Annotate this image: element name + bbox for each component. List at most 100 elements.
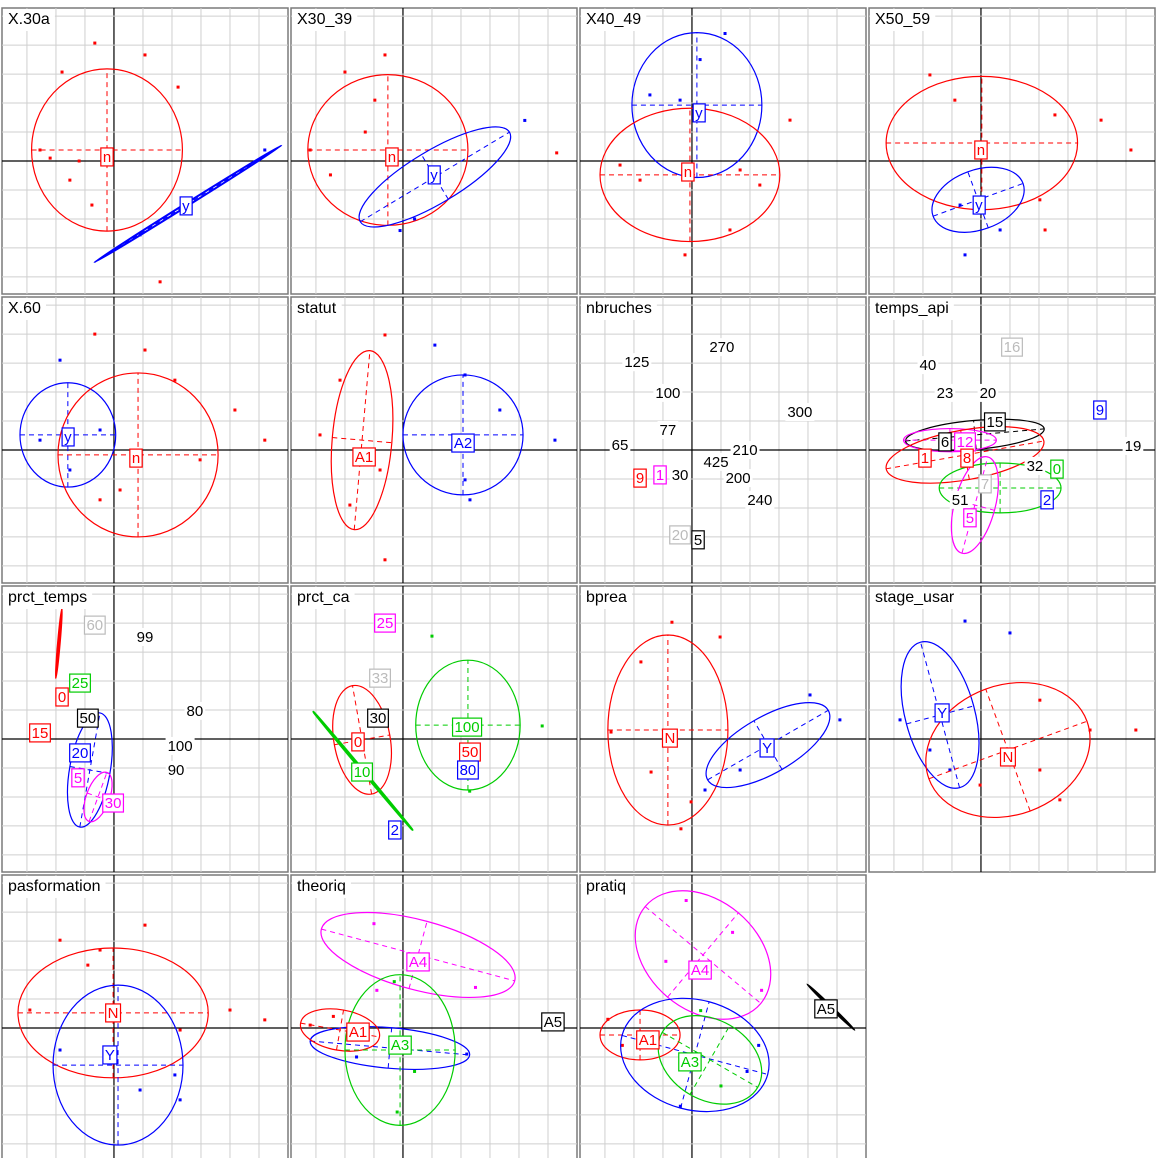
panel-title-box xyxy=(292,9,358,31)
point xyxy=(723,31,727,35)
class-label-box xyxy=(917,356,939,375)
point xyxy=(143,348,147,352)
class-label-box xyxy=(427,165,441,185)
class-label: 25 xyxy=(377,615,394,632)
panel-body: YN xyxy=(869,586,1155,872)
class-label-box xyxy=(369,668,391,688)
panel-title: prct_temps xyxy=(8,589,87,606)
class-label-box xyxy=(374,613,396,633)
class-label: A1 xyxy=(639,1032,657,1049)
ellipse-minor-axis xyxy=(961,456,989,554)
ellipse-minor-axis xyxy=(689,1024,731,1095)
class-label-box xyxy=(541,1012,565,1032)
panel-body: yn xyxy=(580,8,866,294)
class-label-box xyxy=(983,412,1006,432)
class-label: Y xyxy=(762,740,772,757)
point xyxy=(498,408,502,412)
panel-title: X50_59 xyxy=(875,11,930,28)
class-label-box xyxy=(678,1052,702,1072)
panel-body: NY xyxy=(580,586,866,872)
point xyxy=(68,178,72,182)
class-label: A4 xyxy=(409,954,427,971)
class-label-box xyxy=(102,793,125,813)
point xyxy=(413,1069,417,1073)
class-label: 19 xyxy=(1125,438,1142,455)
class-label: 0 xyxy=(58,689,66,706)
class-label-box xyxy=(179,196,193,216)
class-label: 32 xyxy=(1027,458,1044,475)
point xyxy=(698,58,702,62)
point xyxy=(228,1008,232,1012)
class-label-box xyxy=(918,448,932,468)
class-label-box xyxy=(688,960,712,980)
point xyxy=(48,156,52,160)
class-label-box xyxy=(653,383,683,402)
panel-body: yn xyxy=(2,297,288,583)
class-label: 80 xyxy=(460,762,477,779)
point xyxy=(684,898,688,902)
ellipse-major-axis xyxy=(312,711,413,831)
point xyxy=(1043,228,1047,232)
point xyxy=(898,718,902,722)
panel-frame xyxy=(868,585,1156,873)
point xyxy=(28,1008,32,1012)
class-label-box xyxy=(960,448,974,468)
point xyxy=(173,1073,177,1077)
panel-frame xyxy=(579,7,867,295)
ellipse-major-axis xyxy=(806,984,855,1031)
class-label-box xyxy=(451,433,475,453)
point xyxy=(118,488,122,492)
class-label-box xyxy=(100,147,114,167)
point xyxy=(468,498,472,502)
class-label: 6 xyxy=(941,434,949,451)
class-label: 65 xyxy=(612,437,629,454)
panel-frame xyxy=(290,296,578,584)
panel-body: A4 A1 A3 A5 xyxy=(580,875,866,1158)
point xyxy=(465,1052,469,1056)
class-label-box xyxy=(657,421,679,440)
point xyxy=(68,468,72,472)
class-label-box xyxy=(1050,459,1064,479)
class-label-box xyxy=(1040,490,1054,510)
point xyxy=(430,634,434,638)
point xyxy=(143,923,147,927)
class-label: n xyxy=(103,149,111,166)
point xyxy=(555,151,559,155)
point xyxy=(664,959,668,963)
class-label: A3 xyxy=(681,1054,699,1071)
panel-title: X40_49 xyxy=(586,11,641,28)
point xyxy=(383,53,387,57)
class-label: 60 xyxy=(86,617,103,634)
point xyxy=(473,985,477,989)
panel-title-box xyxy=(581,876,632,898)
class-label: 25 xyxy=(72,675,89,692)
panel-title-box xyxy=(3,876,106,898)
point xyxy=(263,438,267,442)
panel-title: X.30a xyxy=(8,11,50,28)
point xyxy=(178,1028,182,1032)
ellipse-major-axis xyxy=(332,437,392,444)
point xyxy=(738,768,742,772)
class-label-box xyxy=(999,747,1016,767)
point xyxy=(433,343,437,347)
point xyxy=(703,788,707,792)
point xyxy=(760,988,764,992)
point xyxy=(1088,728,1092,732)
class-label-box xyxy=(69,743,91,763)
point xyxy=(60,70,64,74)
class-label-box xyxy=(661,728,678,748)
panel-title: statut xyxy=(297,300,337,317)
point xyxy=(699,1009,703,1013)
class-label: A1 xyxy=(349,1024,367,1041)
class-label-box xyxy=(351,732,365,752)
class-label: 0 xyxy=(1053,461,1061,478)
class-label: 40 xyxy=(920,357,937,374)
panel: ynX.60 xyxy=(1,296,289,584)
class-label-box xyxy=(165,761,187,780)
